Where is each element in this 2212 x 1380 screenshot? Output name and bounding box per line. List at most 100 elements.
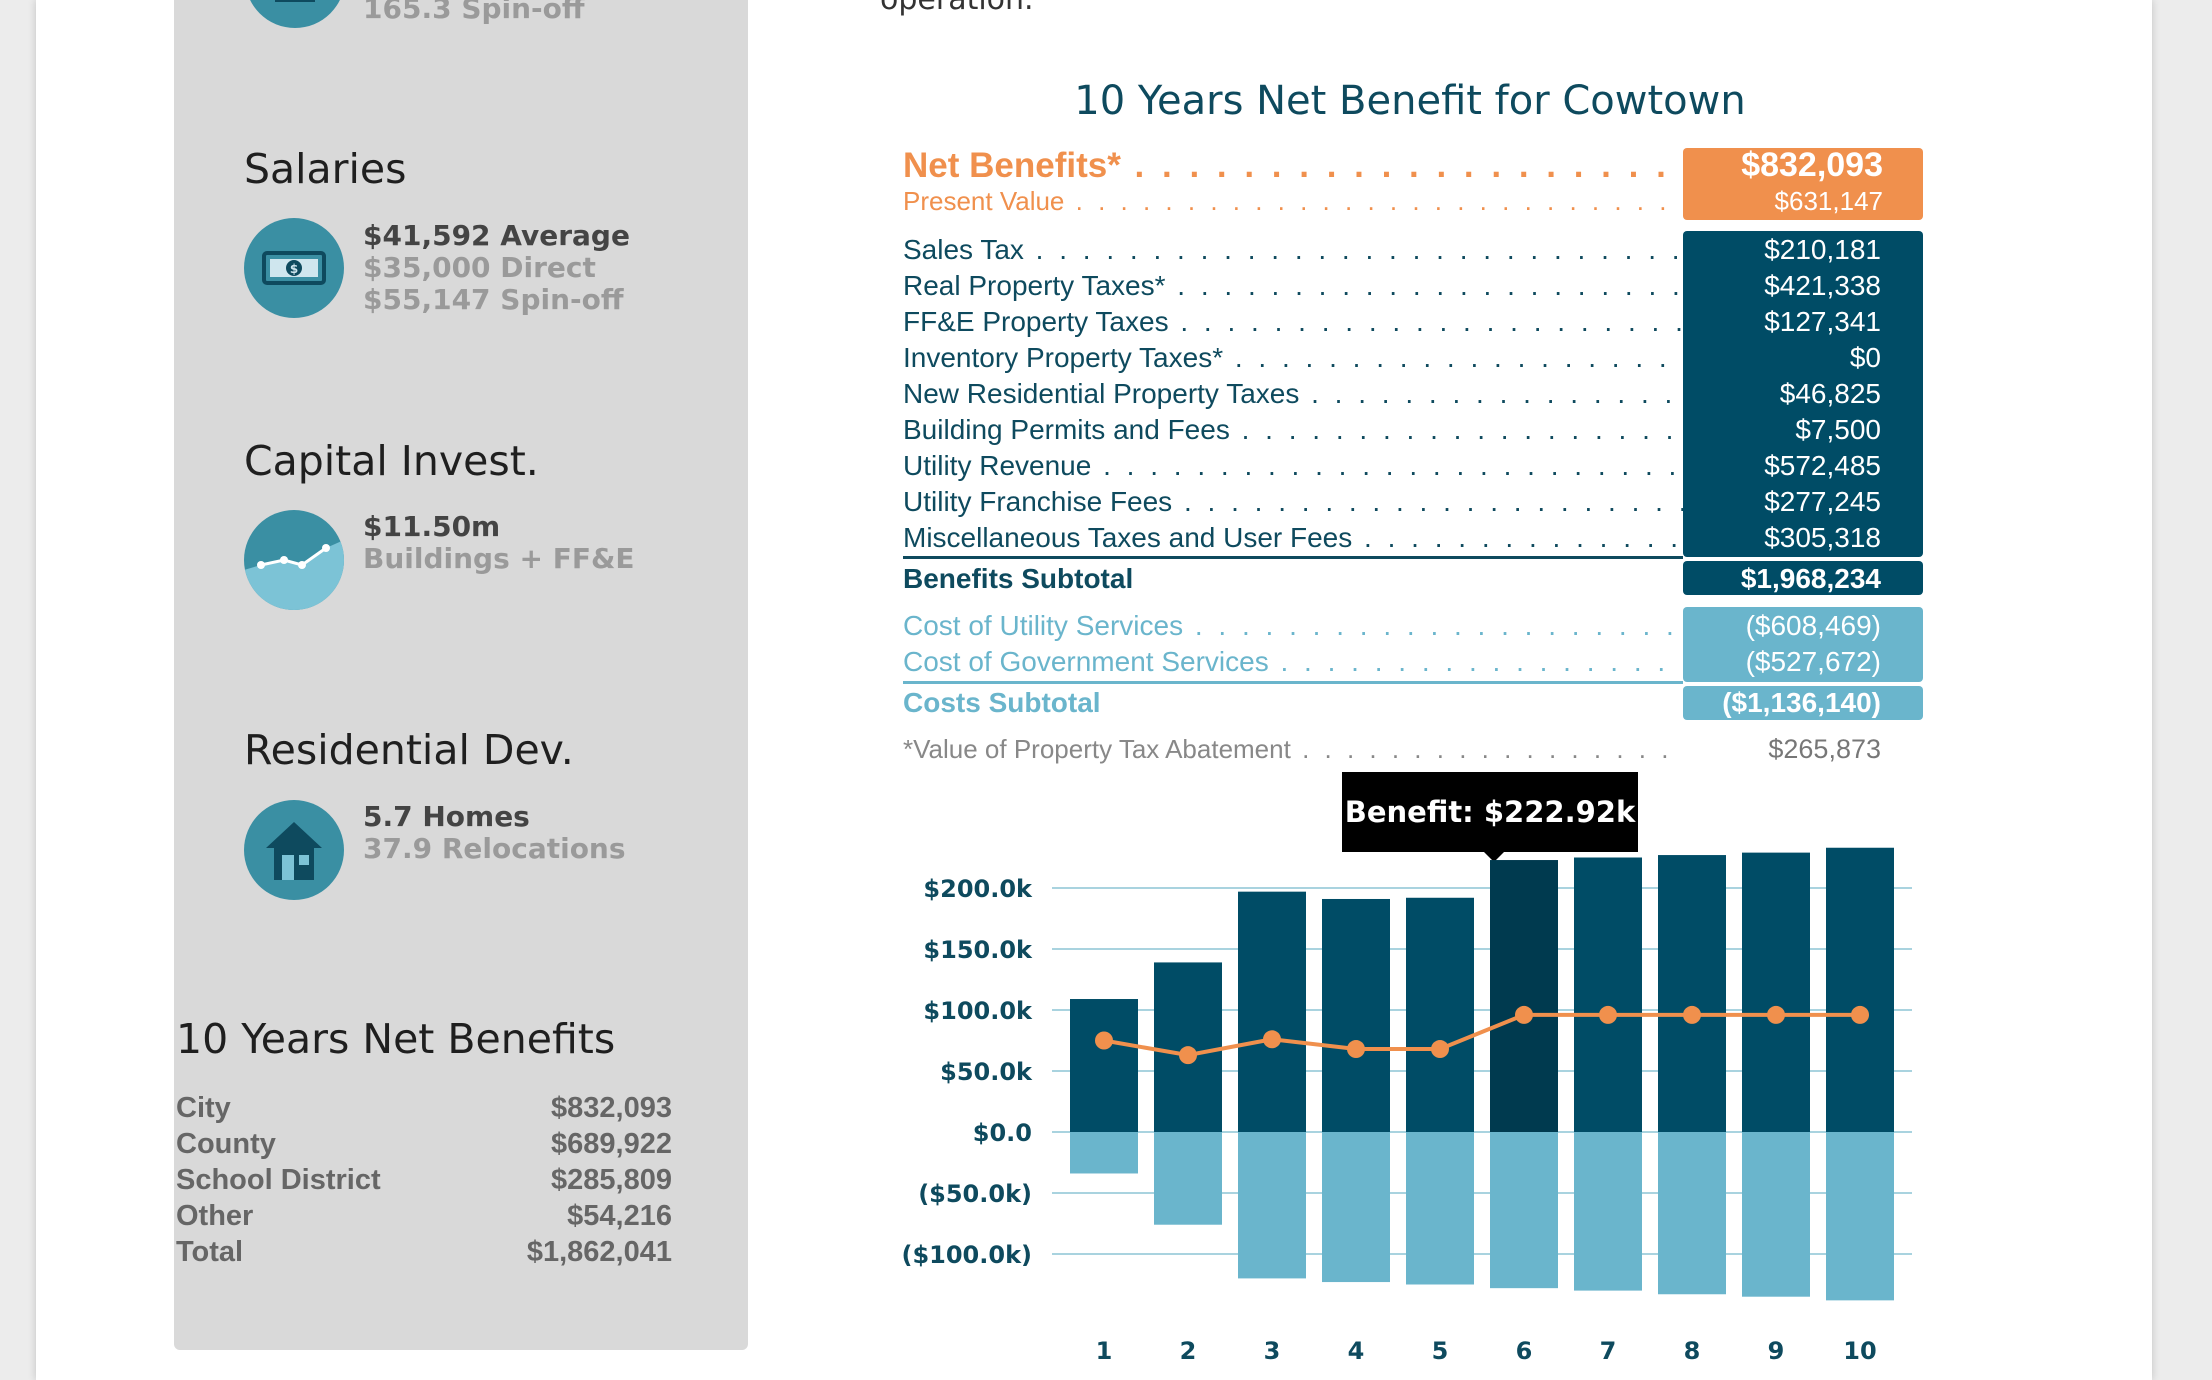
abatement-value: $265,873 (1768, 734, 1881, 764)
y-tick-label: $200.0k (923, 875, 1033, 903)
benefit-row-value: $277,245 (1764, 486, 1881, 517)
capital-title: Capital Invest. (244, 437, 539, 485)
residential-homes: 5.7 Homes (363, 800, 530, 833)
benefit-row-value: $210,181 (1764, 234, 1881, 265)
net-point (1095, 1031, 1113, 1050)
costs-subtotal-label: Costs Subtotal (903, 687, 1101, 718)
money-icon: $ (244, 218, 344, 318)
net-line (1103, 1012, 1860, 1058)
benefit-row-label: Inventory Property Taxes* . . . . . . . … (903, 342, 1683, 373)
benefit-row-label: Sales Tax . . . . . . . . . . . . . . . … (903, 234, 1683, 265)
net-point (1767, 1005, 1785, 1024)
benefit-row-label: Utility Revenue . . . . . . . . . . . . … (903, 450, 1683, 481)
benefit-bar (1658, 855, 1726, 1132)
net-benefits-summary-title: 10 Years Net Benefits (176, 1015, 616, 1063)
residential-relocations: 37.9 Relocations (363, 832, 626, 865)
summary-label: County (176, 1128, 276, 1160)
benefit-row-value: $127,341 (1764, 306, 1881, 337)
benefit-row-label: New Residential Property Taxes . . . . .… (903, 378, 1683, 409)
benefit-bar (1238, 891, 1306, 1132)
x-tick-label: 10 (1843, 1337, 1876, 1365)
summary-label: Total (176, 1236, 244, 1268)
svg-text:$: $ (290, 262, 298, 276)
cost-bar (1322, 1132, 1390, 1283)
capital-detail: Buildings + FF&E (363, 542, 635, 575)
net-benefits-label: Net Benefits* . . . . . . . . . . . . . … (903, 146, 1683, 182)
benefit-row-label: Building Permits and Fees . . . . . . . … (903, 414, 1683, 445)
summary-label: School District (176, 1164, 381, 1196)
residential-title: Residential Dev. (244, 726, 574, 774)
present-value-label: Present Value . . . . . . . . . . . . . … (903, 186, 1683, 216)
summary-label: Other (176, 1200, 254, 1232)
y-tick-label: ($100.0k) (901, 1241, 1032, 1269)
x-tick-label: 3 (1264, 1337, 1281, 1365)
net-benefits-box (1683, 148, 1923, 220)
summary-label: City (176, 1092, 231, 1124)
net-point (1515, 1005, 1533, 1024)
cost-bar (1574, 1132, 1642, 1291)
benefit-row-value: $7,500 (1795, 414, 1881, 445)
cost-row-label: Cost of Government Services . . . . . . … (903, 646, 1683, 677)
y-tick-label: $150.0k (923, 936, 1033, 964)
benefit-row-value: $0 (1849, 342, 1881, 373)
summary-value: $689,922 (551, 1128, 672, 1160)
cost-bar (1826, 1132, 1894, 1301)
x-tick-label: 9 (1768, 1337, 1785, 1365)
cost-bar (1154, 1132, 1222, 1225)
x-tick-label: 2 (1180, 1337, 1197, 1365)
net-point (1851, 1005, 1869, 1024)
net-point (1263, 1030, 1281, 1049)
capital-amount: $11.50m (363, 510, 501, 543)
net-point (1431, 1040, 1449, 1059)
cost-bar (1490, 1132, 1558, 1289)
benefit-row-value: $572,485 (1764, 450, 1881, 481)
costs-box (1683, 607, 1923, 682)
cost-row-label: Cost of Utility Services . . . . . . . .… (903, 610, 1683, 641)
benefit-row-value: $46,825 (1779, 378, 1881, 409)
net-benefits-value: $832,093 (1741, 146, 1883, 184)
summary-value: $54,216 (567, 1200, 672, 1232)
x-tick-label: 1 (1096, 1337, 1113, 1365)
net-point (1179, 1046, 1197, 1065)
salaries-spinoff: $55,147 Spin-off (363, 283, 624, 316)
x-tick-label: 6 (1516, 1337, 1533, 1365)
salaries-title: Salaries (244, 145, 407, 193)
x-tick-label: 5 (1432, 1337, 1449, 1365)
y-tick-label: $50.0k (940, 1058, 1033, 1086)
summary-value: $832,093 (551, 1092, 672, 1124)
cost-row-value: ($527,672) (1745, 646, 1881, 677)
benefits-subtotal-box (1683, 561, 1923, 595)
x-tick-label: 7 (1600, 1337, 1617, 1365)
jobs-spinoff-text: 165.3 Spin-off (363, 0, 585, 25)
benefit-row-label: Miscellaneous Taxes and User Fees . . . … (903, 522, 1683, 553)
costs-subtotal-box (1683, 686, 1923, 720)
x-tick-label: 4 (1348, 1337, 1365, 1365)
net-point (1599, 1005, 1617, 1024)
present-value-value: $631,147 (1774, 186, 1883, 216)
benefits-divider (903, 556, 1683, 559)
benefit-bar (1826, 847, 1894, 1132)
benefit-bar (1070, 999, 1138, 1132)
net-point (1347, 1040, 1365, 1059)
house-icon (244, 800, 344, 900)
cost-bar (1658, 1132, 1726, 1295)
benefit-row-value: $421,338 (1764, 270, 1881, 301)
benefit-row-value: $305,318 (1764, 522, 1881, 553)
benefit-bar (1322, 898, 1390, 1132)
benefit-row-label: Real Property Taxes* . . . . . . . . . .… (903, 270, 1683, 301)
benefit-tooltip: Benefit: $222.92k (1342, 772, 1638, 862)
benefit-bar (1574, 857, 1642, 1132)
benefit-bar (1406, 897, 1474, 1132)
cost-bar (1742, 1132, 1810, 1297)
benefit-row-label: FF&E Property Taxes . . . . . . . . . . … (903, 306, 1683, 337)
benefit-bar (1490, 860, 1558, 1132)
salaries-direct: $35,000 Direct (363, 251, 596, 284)
costs-divider (903, 681, 1683, 684)
y-tick-label: ($50.0k) (918, 1180, 1032, 1208)
net-point (1683, 1005, 1701, 1024)
x-tick-label: 8 (1684, 1337, 1701, 1365)
benefit-bar (1742, 852, 1810, 1132)
benefits-subtotal-value: $1,968,234 (1740, 563, 1881, 594)
y-tick-label: $100.0k (923, 997, 1033, 1025)
costs-subtotal-value: ($1,136,140) (1722, 687, 1881, 718)
